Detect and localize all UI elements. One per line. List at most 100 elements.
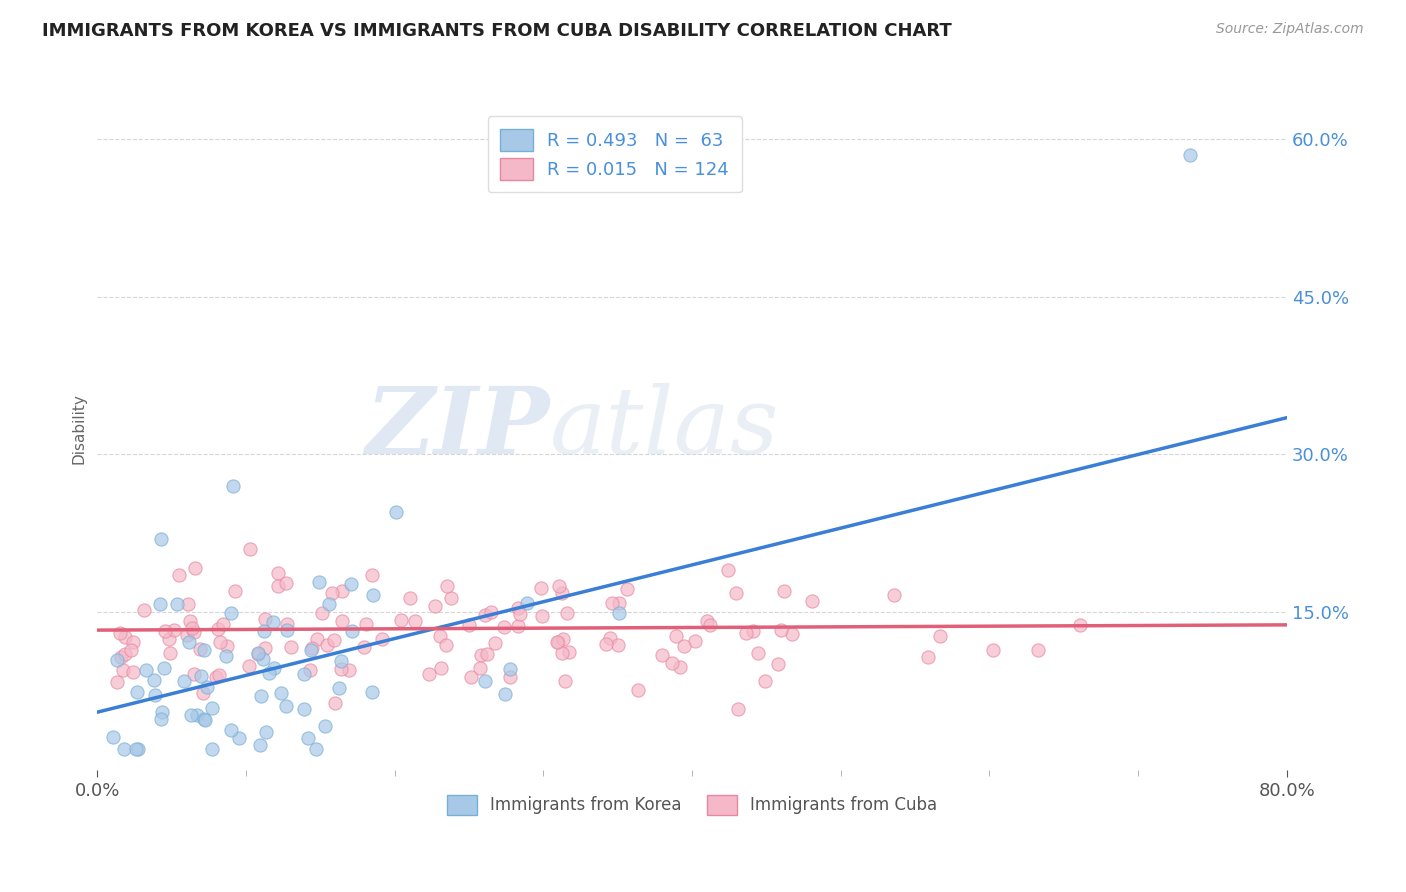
Point bbox=[506, 600, 529, 615]
Point bbox=[114, 742, 136, 756]
Point bbox=[699, 618, 721, 632]
Point bbox=[254, 724, 277, 739]
Point bbox=[554, 674, 576, 689]
Point bbox=[929, 629, 952, 643]
Point bbox=[651, 648, 673, 662]
Point bbox=[238, 659, 260, 673]
Point bbox=[981, 642, 1004, 657]
Point bbox=[305, 632, 328, 647]
Point bbox=[188, 642, 211, 657]
Point bbox=[329, 662, 352, 676]
Point bbox=[183, 625, 205, 640]
Point bbox=[193, 712, 215, 726]
Point bbox=[551, 586, 574, 600]
Point bbox=[127, 684, 149, 698]
Point bbox=[254, 612, 277, 626]
Point bbox=[190, 668, 212, 682]
Point bbox=[176, 628, 198, 642]
Point bbox=[600, 596, 623, 610]
Point bbox=[224, 584, 246, 599]
Point bbox=[329, 654, 352, 668]
Point bbox=[212, 616, 235, 631]
Point bbox=[153, 661, 176, 675]
Point bbox=[215, 639, 238, 653]
Point bbox=[254, 641, 277, 656]
Point bbox=[717, 563, 740, 577]
Point bbox=[337, 663, 360, 677]
Point bbox=[253, 624, 276, 639]
Point bbox=[321, 586, 343, 600]
Point bbox=[883, 588, 905, 602]
Point bbox=[917, 649, 939, 664]
Point bbox=[159, 632, 181, 646]
Point bbox=[558, 645, 581, 659]
Point bbox=[595, 637, 617, 651]
Point bbox=[330, 583, 353, 598]
Point bbox=[308, 574, 330, 589]
Point bbox=[323, 632, 346, 647]
Point bbox=[735, 626, 758, 640]
Point bbox=[484, 635, 506, 649]
Point bbox=[120, 643, 142, 657]
Point bbox=[773, 584, 796, 599]
Point bbox=[205, 670, 228, 684]
Point bbox=[150, 712, 173, 726]
Point bbox=[173, 673, 195, 688]
Point bbox=[1026, 643, 1049, 657]
Text: atlas: atlas bbox=[550, 384, 779, 473]
Point bbox=[661, 656, 683, 670]
Point bbox=[305, 742, 328, 756]
Point bbox=[177, 635, 200, 649]
Point bbox=[606, 639, 628, 653]
Point bbox=[208, 635, 231, 649]
Point bbox=[276, 624, 298, 638]
Point bbox=[499, 662, 522, 676]
Point bbox=[361, 588, 384, 602]
Point bbox=[551, 632, 574, 647]
Point bbox=[259, 666, 281, 681]
Point bbox=[125, 741, 148, 756]
Point bbox=[474, 608, 496, 623]
Point bbox=[475, 647, 498, 661]
Point bbox=[215, 649, 238, 664]
Point bbox=[149, 598, 172, 612]
Point bbox=[122, 665, 145, 680]
Point bbox=[607, 607, 630, 621]
Y-axis label: Disability: Disability bbox=[72, 392, 86, 464]
Point bbox=[262, 615, 284, 630]
Point bbox=[1180, 147, 1202, 161]
Text: ZIP: ZIP bbox=[366, 384, 550, 473]
Point bbox=[479, 605, 502, 619]
Point bbox=[297, 731, 319, 745]
Point bbox=[179, 614, 201, 628]
Point bbox=[434, 638, 457, 652]
Point bbox=[201, 700, 224, 714]
Point bbox=[470, 648, 492, 662]
Point bbox=[311, 606, 333, 620]
Legend: Immigrants from Korea, Immigrants from Cuba: Immigrants from Korea, Immigrants from C… bbox=[439, 786, 946, 823]
Point bbox=[250, 690, 273, 704]
Point bbox=[246, 647, 269, 661]
Point bbox=[665, 629, 688, 643]
Point bbox=[385, 505, 408, 519]
Point bbox=[219, 723, 242, 737]
Point bbox=[741, 624, 763, 638]
Point bbox=[267, 579, 290, 593]
Point bbox=[219, 606, 242, 620]
Point bbox=[301, 641, 323, 656]
Point bbox=[546, 634, 568, 648]
Point bbox=[193, 643, 215, 657]
Point bbox=[460, 670, 482, 684]
Point bbox=[127, 742, 149, 756]
Point bbox=[328, 681, 350, 696]
Point bbox=[142, 673, 165, 688]
Point bbox=[315, 638, 337, 652]
Point bbox=[194, 713, 217, 727]
Point bbox=[770, 624, 793, 638]
Point bbox=[201, 742, 224, 756]
Point bbox=[195, 681, 218, 695]
Point bbox=[725, 586, 748, 600]
Point bbox=[530, 608, 553, 623]
Point bbox=[186, 708, 208, 723]
Point bbox=[616, 582, 638, 596]
